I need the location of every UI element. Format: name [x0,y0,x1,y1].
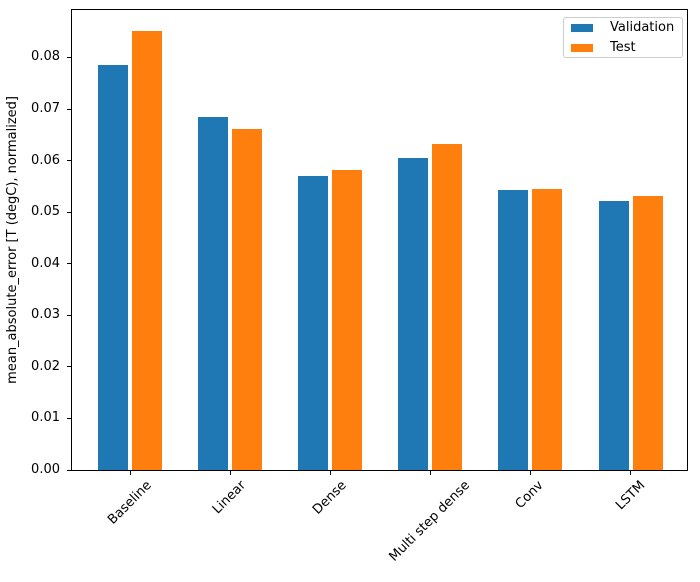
legend-item-validation: Validation [571,20,674,35]
y-tick-label: 0.07 [31,101,60,116]
x-tick-label-text: LSTM [612,478,648,514]
x-tick-label-text: Dense [310,478,350,518]
y-tick-mark [67,469,71,471]
y-tick-label: 0.03 [31,307,60,323]
x-tick-mark [429,471,431,475]
x-tick-label-text: Baseline [104,478,155,528]
bar-validation-lstm [598,200,629,470]
y-tick-mark [67,211,71,213]
y-axis-label-wrap: mean_absolute_error [T (degC), normalize… [0,9,24,471]
legend-item-test: Test [571,40,674,55]
legend-label-test: Test [610,40,636,55]
bar-test-conv [532,188,563,470]
y-tick-label: 0.00 [31,462,60,477]
y-tick-label: 0.04 [31,255,60,271]
legend-swatch-test [571,43,593,52]
x-tick-mark [529,471,531,475]
y-tick-mark [67,108,71,110]
bar-validation-linear [198,116,229,470]
y-tick-label: 0.05 [31,204,60,220]
y-tick-label: 0.02 [31,358,60,374]
bar-validation-dense [298,175,329,470]
x-tick-label-text: Conv [513,478,548,512]
bar-validation-baseline [98,65,128,470]
bar-test-lstm [632,195,663,470]
x-tick-mark [329,471,331,475]
legend-swatch-validation [571,23,593,32]
legend-label-validation: Validation [610,20,675,35]
plot-area [71,9,688,471]
x-tick-label-text: Linear [210,478,250,518]
x-tick-mark [630,471,631,475]
y-tick-label: 0.08 [31,49,60,65]
y-tick-mark [67,56,71,58]
bar-test-baseline [132,31,162,470]
x-tick-mark [129,471,131,475]
y-tick-mark [67,314,71,316]
y-tick-label: 0.06 [31,152,60,168]
x-tick-label-text: Multi step dense [386,478,474,565]
y-tick-mark [67,366,71,368]
bar-test-multi-step-dense [432,144,463,470]
bar-validation-conv [498,189,529,470]
bar-validation-multi-step-dense [398,158,429,470]
y-tick-label: 0.01 [31,410,60,426]
y-tick-mark [67,263,71,265]
y-tick-mark [67,417,71,419]
bar-test-linear [232,129,263,470]
bar-test-dense [332,170,363,470]
y-axis-label: mean_absolute_error [T (degC), normalize… [4,96,20,384]
x-tick-mark [229,471,231,475]
legend: Validation Test [563,17,683,58]
y-tick-mark [67,160,71,162]
